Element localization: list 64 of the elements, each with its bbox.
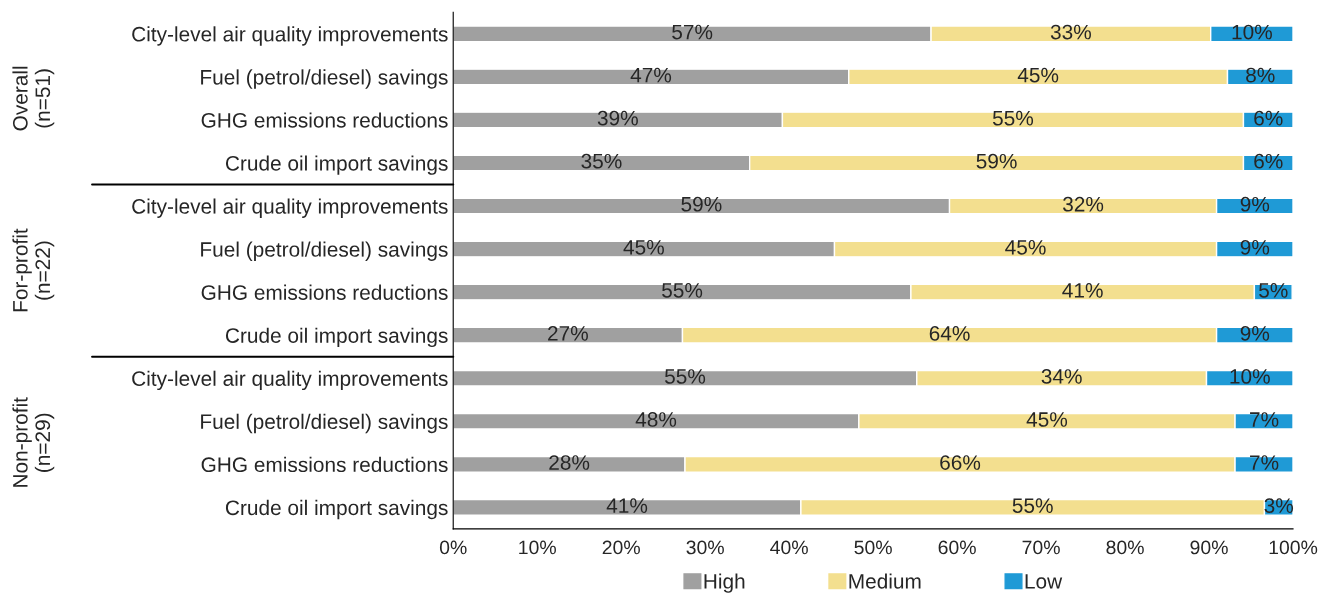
data-label: 55% <box>662 283 703 298</box>
data-label: 55% <box>992 110 1034 126</box>
x-tick-label: 30% <box>686 540 724 555</box>
data-label: 9% <box>1240 239 1270 255</box>
data-label: 34% <box>1041 369 1082 384</box>
data-label: 32% <box>1063 196 1104 212</box>
text: For-profit (n=22) <box>12 228 55 312</box>
x-tick-label: 50% <box>854 540 892 555</box>
y-tick-label: City-level air quality improvements <box>132 26 448 46</box>
data-label: 45% <box>1026 412 1068 427</box>
data-label: 7% <box>1250 412 1279 427</box>
data-label: 7% <box>1250 455 1279 470</box>
data-label: 9% <box>1240 326 1270 341</box>
y-tick-label: GHG emissions reductions <box>201 112 448 128</box>
data-label: 45% <box>1017 67 1059 83</box>
x-tick-label: 70% <box>1022 540 1060 555</box>
text: Overall (n=51) <box>12 66 55 131</box>
data-label: 47% <box>630 67 672 83</box>
data-label: 9% <box>1240 196 1270 212</box>
y-tick-label: Crude oil import savings <box>225 499 448 520</box>
data-label: 45% <box>1005 240 1046 255</box>
x-tick-label: 100% <box>1269 540 1318 555</box>
data-label: 39% <box>597 110 638 126</box>
data-label: 33% <box>1050 24 1091 40</box>
data-label: 8% <box>1246 67 1275 83</box>
legend-label: High <box>704 573 745 593</box>
data-label: 66% <box>940 455 981 470</box>
data-label: 28% <box>549 455 590 470</box>
data-label: 6% <box>1254 110 1283 126</box>
legend-label: Low <box>1025 574 1063 589</box>
data-label: 6% <box>1254 153 1283 169</box>
data-label: 57% <box>672 24 713 40</box>
y-tick-label: Fuel (petrol/diesel) savings <box>201 241 448 261</box>
x-tick-label: 10% <box>519 540 556 555</box>
data-label: 5% <box>1259 283 1288 298</box>
x-tick-label: 60% <box>938 540 976 555</box>
data-label: 10% <box>1230 369 1270 384</box>
data-label: 41% <box>1062 283 1103 298</box>
text: Non-profit (n=29) <box>12 397 55 487</box>
y-tick-label: GHG emissions reductions <box>201 284 448 300</box>
data-label: 59% <box>681 196 722 212</box>
y-tick-label: Crude oil import savings <box>225 327 448 348</box>
data-label: 45% <box>623 240 664 255</box>
y-tick-label: City-level air quality improvements <box>132 370 448 391</box>
x-tick-label: 20% <box>602 540 640 555</box>
y-tick-label: City-level air quality improvements <box>132 198 448 218</box>
data-label: 41% <box>606 498 648 513</box>
y-tick-label: Fuel (petrol/diesel) savings <box>201 413 448 434</box>
data-label: 48% <box>635 412 677 427</box>
y-tick-label: Fuel (petrol/diesel) savings <box>201 69 448 89</box>
x-tick-label: 0% <box>439 540 467 555</box>
data-label: 59% <box>976 153 1017 169</box>
y-tick-label: Crude oil import savings <box>225 155 448 175</box>
data-label: 35% <box>581 153 622 169</box>
y-tick-label: GHG emissions reductions <box>201 456 448 473</box>
data-label: 64% <box>929 326 970 341</box>
x-tick-label: 80% <box>1106 540 1144 555</box>
x-tick-label: 90% <box>1190 540 1228 555</box>
data-label: 55% <box>1012 498 1053 513</box>
data-label: 27% <box>548 326 588 341</box>
x-tick-label: 40% <box>770 540 808 555</box>
data-label: 10% <box>1232 24 1272 40</box>
data-label: 55% <box>664 369 706 384</box>
legend-label: Medium <box>849 573 921 589</box>
